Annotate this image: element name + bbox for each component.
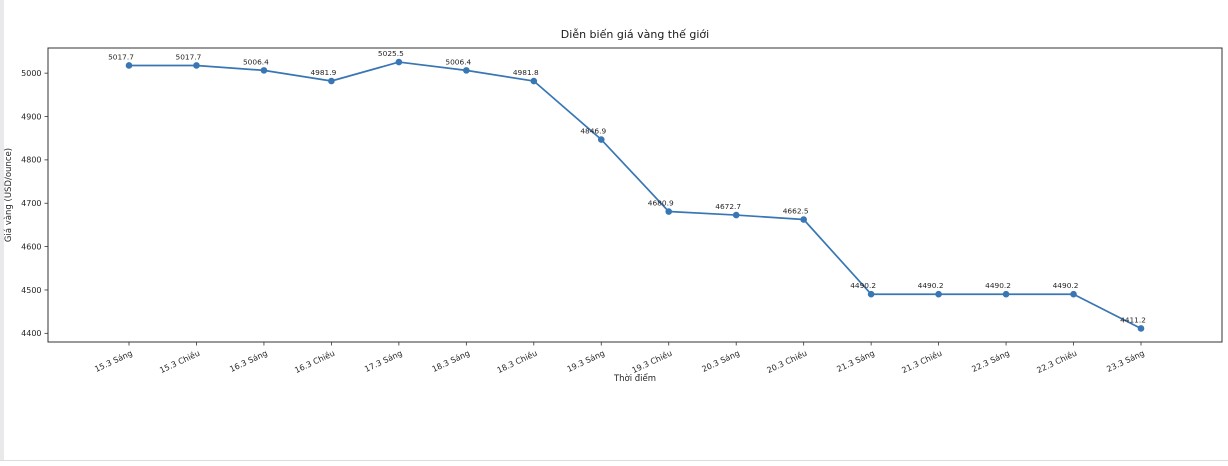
data-point-label: 4846.9 [580, 127, 606, 136]
price-line-series [128, 61, 1142, 330]
price-line [128, 61, 1142, 330]
data-point-marker [800, 216, 807, 223]
y-tick-label: 4500 [21, 286, 41, 295]
data-point-label: 5017.7 [176, 52, 202, 61]
y-tick-label: 4800 [21, 156, 41, 165]
gold-price-figure: 4400 4500 4600 4700 4800 4900 5000 15.3 Sáng 15… [4, 28, 1223, 384]
data-point-label: 4490.2 [850, 281, 876, 290]
data-point-marker [1137, 325, 1145, 332]
data-point-labels: 5017.7 5017.7 5006.4 4981.9 5025.5 5006.4 4981… [108, 49, 1146, 324]
data-point-marker [935, 290, 942, 298]
data-point-label: 4981.8 [513, 68, 539, 77]
data-point-marker [328, 77, 335, 85]
x-tick-label: 21.3 Sáng [835, 349, 875, 374]
data-point-marker [125, 62, 133, 69]
x-tick-label: 18.3 Sáng [431, 349, 471, 374]
x-tick-label: 17.3 Sáng [363, 349, 403, 374]
data-point-label: 5006.4 [243, 57, 269, 66]
x-tick-label: 21.3 Chiều [900, 348, 943, 375]
data-point-marker [867, 290, 875, 298]
data-point-marker [530, 77, 538, 85]
y-tick-label: 4600 [21, 242, 41, 251]
data-point-marker [395, 58, 403, 66]
left-edge-gutter [0, 0, 4, 461]
data-point-marker [732, 211, 740, 219]
y-tick-label: 4400 [21, 329, 41, 338]
y-axis-ticks: 4400 4500 4600 4700 4800 4900 5000 [21, 69, 48, 338]
y-axis-title: Giá vàng (USD/ounce) [4, 148, 14, 242]
data-point-label: 4490.2 [918, 281, 944, 290]
x-tick-label: 16.3 Sáng [228, 349, 268, 374]
x-tick-label: 20.3 Sáng [701, 349, 741, 374]
data-point-markers [125, 58, 1145, 332]
y-tick-label: 4700 [21, 199, 41, 208]
data-point-label: 4490.2 [1053, 281, 1079, 290]
chart-title: Diễn biến giá vàng thế giới [561, 28, 709, 41]
x-tick-label: 19.3 Chiều [630, 348, 673, 375]
x-tick-label: 23.3 Sáng [1105, 349, 1145, 374]
x-tick-label: 22.3 Sáng [970, 349, 1010, 374]
data-point-label: 5006.4 [445, 57, 471, 66]
data-point-label: 5017.7 [108, 52, 134, 61]
data-point-marker [463, 67, 470, 74]
data-point-label: 4981.9 [310, 68, 336, 77]
y-tick-label: 5000 [21, 69, 41, 78]
x-axis-ticks: 15.3 Sáng 15.3 Chiều 16.3 Sáng 16.3 Chiều 17… [93, 342, 1146, 375]
x-tick-label: 19.3 Sáng [566, 349, 606, 374]
data-point-marker [260, 67, 268, 74]
data-point-label: 4490.2 [985, 281, 1011, 290]
x-tick-label: 20.3 Chiều [765, 348, 808, 375]
plot-area-frame [47, 47, 1223, 343]
x-tick-label: 15.3 Sáng [93, 349, 133, 374]
data-point-marker [1070, 290, 1077, 298]
bottom-divider-line [0, 460, 1228, 461]
data-point-label: 5025.5 [378, 49, 404, 58]
data-point-label: 4662.5 [783, 207, 809, 216]
data-point-marker [193, 62, 200, 69]
data-point-marker [665, 208, 673, 215]
x-tick-label: 15.3 Chiều [158, 348, 201, 375]
data-point-label: 4680.9 [648, 199, 674, 208]
data-point-label: 4411.2 [1120, 315, 1146, 324]
data-point-marker [1002, 290, 1010, 298]
x-tick-label: 22.3 Chiều [1035, 348, 1078, 375]
y-tick-label: 4900 [21, 112, 41, 121]
data-point-label: 4672.7 [715, 202, 741, 211]
x-axis-title: Thời điểm [613, 373, 656, 384]
x-tick-label: 16.3 Chiều [293, 348, 336, 375]
data-point-marker [597, 136, 605, 143]
x-tick-label: 18.3 Chiều [495, 348, 538, 375]
